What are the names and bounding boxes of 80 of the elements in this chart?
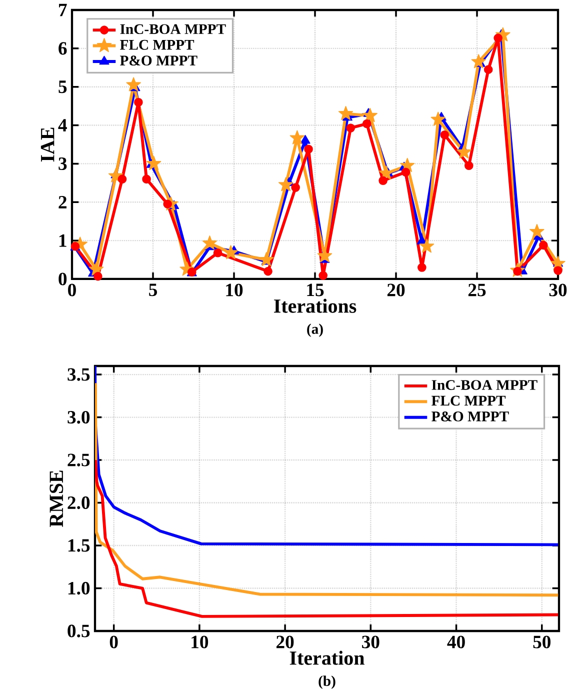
- x-tick-label: 20: [387, 284, 405, 296]
- x-tick-label: 0: [110, 636, 118, 648]
- x-tick-label: 25: [468, 284, 486, 296]
- point: [464, 161, 474, 170]
- y-axis-title: IAE: [40, 128, 54, 162]
- line-series: [95, 382, 559, 597]
- y-tick-label: 7: [59, 4, 67, 16]
- point: [290, 130, 305, 144]
- y-tick-label: 3.0: [68, 410, 90, 424]
- point: [213, 248, 222, 258]
- y-tick-label: 3: [58, 157, 67, 170]
- point: [163, 200, 172, 208]
- point: [278, 177, 294, 192]
- x-tick-label: 10: [226, 284, 243, 296]
- point: [264, 266, 272, 276]
- point: [318, 271, 328, 280]
- point: [362, 119, 372, 128]
- point: [513, 266, 522, 276]
- point: [118, 174, 127, 184]
- point: [456, 144, 472, 159]
- point: [419, 238, 434, 253]
- y-tick-label: 0.5: [68, 624, 90, 638]
- point: [378, 166, 394, 180]
- point: [304, 144, 313, 154]
- legend-label: P&O MPPT: [432, 412, 509, 422]
- x-tick-label: 30: [362, 636, 380, 648]
- x-tick-label: 10: [192, 636, 208, 648]
- y-tick-label: 1.0: [68, 582, 90, 595]
- text: (b): [318, 676, 336, 689]
- x-tick-label: 40: [447, 636, 465, 648]
- legend-label: InC-BOA MPPT: [432, 380, 538, 390]
- point: [126, 77, 141, 92]
- y-tick-label: 5: [58, 80, 67, 94]
- point: [494, 34, 502, 42]
- y-tick-label: 3.5: [68, 368, 90, 381]
- point: [134, 98, 143, 107]
- y-tick-label: 0: [58, 272, 67, 286]
- point: [142, 174, 151, 184]
- x-tick-label: 50: [533, 636, 550, 648]
- legend-label: P&O MPPT: [120, 56, 198, 66]
- y-axis-title: RMSE: [50, 470, 64, 528]
- line-series: [95, 458, 559, 618]
- y-tick-label: 6: [58, 42, 67, 55]
- point: [401, 168, 410, 177]
- point: [291, 183, 300, 192]
- point: [346, 124, 356, 132]
- point: [362, 108, 378, 122]
- y-tick-label: 2.5: [68, 454, 90, 466]
- legend-label: InC-BOA MPPT: [120, 24, 226, 34]
- legend-label: FLC MPPT: [432, 396, 506, 406]
- y-tick-label: 4: [58, 119, 67, 132]
- point: [530, 224, 544, 238]
- point: [223, 245, 238, 260]
- point: [338, 106, 354, 120]
- text: (a): [307, 324, 323, 337]
- y-tick-label: 2: [58, 196, 66, 208]
- point: [146, 156, 162, 170]
- point: [378, 176, 388, 186]
- point: [484, 65, 493, 74]
- point: [202, 236, 218, 250]
- x-axis-title: Iteration: [290, 650, 364, 665]
- point: [440, 130, 449, 140]
- point: [471, 54, 486, 68]
- y-tick-label: 1: [59, 234, 66, 247]
- x-tick-label: 5: [149, 284, 157, 296]
- point: [418, 263, 426, 272]
- point: [539, 240, 548, 250]
- x-axis-title: Iterations: [274, 298, 356, 313]
- point: [430, 112, 446, 126]
- y-tick-label: 2.0: [68, 496, 90, 510]
- x-tick-label: 30: [549, 284, 567, 296]
- x-tick-label: 20: [276, 636, 294, 648]
- y-tick-label: 1.5: [68, 539, 90, 552]
- point: [94, 272, 102, 281]
- legend-label: FLC MPPT: [120, 40, 194, 50]
- point: [300, 134, 310, 144]
- point: [554, 266, 562, 275]
- x-tick-label: 15: [307, 284, 324, 296]
- point: [259, 252, 274, 266]
- point: [108, 168, 124, 182]
